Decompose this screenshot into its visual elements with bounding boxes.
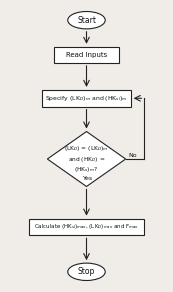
Text: Calculate (HK$_{sl}$)$_{max}$, (LK$_D$)$_{max}$ and F$_{max}$: Calculate (HK$_{sl}$)$_{max}$, (LK$_D$)$… [34,223,139,232]
Text: Yes: Yes [83,175,93,180]
Text: Read Inputs: Read Inputs [66,52,107,58]
Text: Specify (LK$_D$)$_m$ and (HK$_{sl}$)$_m$: Specify (LK$_D$)$_m$ and (HK$_{sl}$)$_m$ [45,94,128,103]
FancyBboxPatch shape [42,90,131,107]
Ellipse shape [68,11,105,29]
Text: Stop: Stop [78,267,95,276]
Ellipse shape [68,263,105,281]
Text: Start: Start [77,16,96,25]
Text: (LK$_D$) = (LK$_D$)$_m$
and (HK$_D$) =
(HK$_s$)$_m$?: (LK$_D$) = (LK$_D$)$_m$ and (HK$_D$) = (… [64,144,109,174]
FancyBboxPatch shape [54,47,119,63]
FancyBboxPatch shape [29,219,144,235]
Text: No: No [129,153,137,158]
Polygon shape [47,131,126,187]
